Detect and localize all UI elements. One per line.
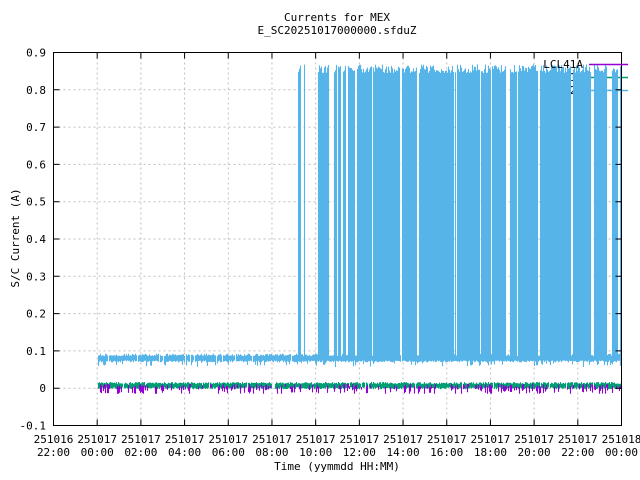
x-tick-date: 251017	[558, 433, 598, 446]
x-tick-date: 251017	[383, 433, 423, 446]
x-tick-date: 251017	[471, 433, 511, 446]
x-tick-time: 02:00	[124, 446, 157, 459]
x-tick-date: 251017	[252, 433, 292, 446]
y-tick-label: 0.1	[26, 345, 46, 358]
y-tick-label: 0	[39, 382, 46, 395]
x-tick-time: 00:00	[81, 446, 114, 459]
chart-subtitle: E_SC20251017000000.sfduZ	[257, 24, 417, 37]
y-tick-label: 0.5	[26, 196, 46, 209]
x-tick-date: 251017	[427, 433, 467, 446]
x-tick-date: 251017	[296, 433, 336, 446]
y-tick-label: 0.3	[26, 270, 46, 283]
chart-title: Currents for MEX	[284, 11, 390, 24]
x-tick-date: 251017	[208, 433, 248, 446]
x-tick-time: 20:00	[518, 446, 551, 459]
axis-ticks	[53, 52, 622, 426]
x-tick-time: 22:00	[561, 446, 594, 459]
y-tick-label: 0.9	[26, 47, 46, 60]
x-tick-date: 251017	[339, 433, 379, 446]
legend-front: LCL41A	[543, 58, 628, 71]
x-tick-date: 251016	[34, 433, 74, 446]
x-tick-time: 06:00	[212, 446, 245, 459]
x-tick-time: 22:00	[37, 446, 70, 459]
x-tick-time: 10:00	[299, 446, 332, 459]
x-tick-date: 251017	[514, 433, 554, 446]
series-lcl41a-ticks	[99, 383, 623, 394]
y-tick-label: 0.8	[26, 84, 46, 97]
y-tick-label: 0.2	[26, 308, 46, 321]
x-tick-time: 12:00	[343, 446, 376, 459]
y-axis-label: S/C Current (A)	[9, 188, 22, 288]
y-tick-labels: -0.1 0 0.1 0.2 0.3 0.4 0.5 0.6 0.7 0.8 0.9	[20, 47, 47, 433]
y-tick-label: -0.1	[20, 420, 47, 433]
legend-label-LCL41A: LCL41A	[543, 58, 583, 71]
x-tick-labels: 25101622:0025101700:0025101702:002510170…	[34, 433, 640, 459]
y-tick-label: 0.6	[26, 158, 46, 171]
y-tick-label: 0.4	[26, 233, 46, 246]
x-tick-date: 251017	[165, 433, 205, 446]
series-423-bars	[97, 64, 622, 368]
x-tick-time: 00:00	[605, 446, 638, 459]
x-tick-time: 04:00	[168, 446, 201, 459]
x-axis-label: Time (yymmdd HH:MM)	[274, 460, 400, 473]
x-tick-time: 14:00	[386, 446, 419, 459]
x-tick-time: 18:00	[474, 446, 507, 459]
x-tick-time: 08:00	[255, 446, 288, 459]
x-tick-date: 251017	[77, 433, 117, 446]
x-tick-time: 16:00	[430, 446, 463, 459]
x-tick-date: 251018	[602, 433, 640, 446]
y-tick-label: 0.7	[26, 121, 46, 134]
x-tick-date: 251017	[121, 433, 161, 446]
